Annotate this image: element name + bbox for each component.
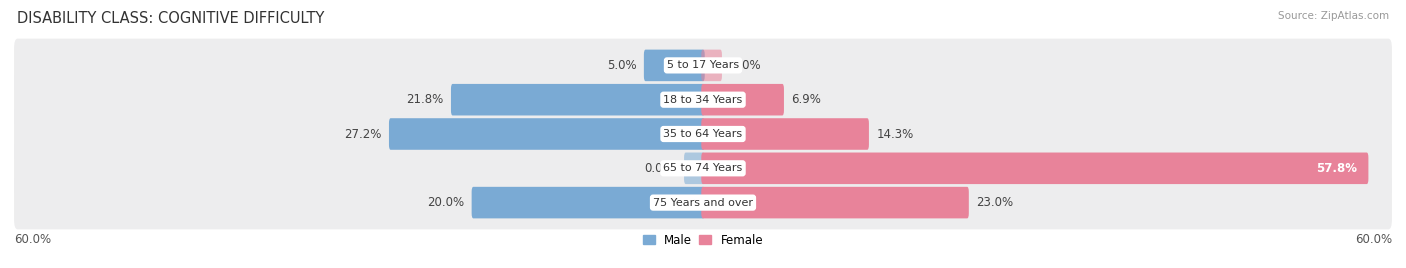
Text: 60.0%: 60.0% (14, 233, 51, 247)
FancyBboxPatch shape (389, 118, 704, 150)
Text: 60.0%: 60.0% (1355, 233, 1392, 247)
FancyBboxPatch shape (644, 50, 704, 81)
Text: 14.3%: 14.3% (876, 128, 914, 140)
FancyBboxPatch shape (702, 187, 969, 218)
Text: 18 to 34 Years: 18 to 34 Years (664, 95, 742, 105)
Text: Source: ZipAtlas.com: Source: ZipAtlas.com (1278, 11, 1389, 21)
Text: 6.9%: 6.9% (792, 93, 821, 106)
Text: 65 to 74 Years: 65 to 74 Years (664, 163, 742, 173)
Text: 5.0%: 5.0% (607, 59, 637, 72)
FancyBboxPatch shape (14, 176, 1392, 229)
FancyBboxPatch shape (702, 152, 1368, 184)
FancyBboxPatch shape (14, 39, 1392, 92)
Text: 0.0%: 0.0% (731, 59, 761, 72)
FancyBboxPatch shape (685, 152, 704, 184)
Text: 35 to 64 Years: 35 to 64 Years (664, 129, 742, 139)
Text: 75 Years and over: 75 Years and over (652, 198, 754, 208)
FancyBboxPatch shape (14, 142, 1392, 195)
Text: 5 to 17 Years: 5 to 17 Years (666, 60, 740, 70)
FancyBboxPatch shape (702, 84, 785, 116)
FancyBboxPatch shape (14, 107, 1392, 161)
Text: 20.0%: 20.0% (427, 196, 464, 209)
FancyBboxPatch shape (14, 73, 1392, 126)
Text: 23.0%: 23.0% (976, 196, 1014, 209)
Text: DISABILITY CLASS: COGNITIVE DIFFICULTY: DISABILITY CLASS: COGNITIVE DIFFICULTY (17, 11, 325, 26)
FancyBboxPatch shape (702, 118, 869, 150)
Text: 0.0%: 0.0% (645, 162, 675, 175)
FancyBboxPatch shape (702, 50, 721, 81)
FancyBboxPatch shape (471, 187, 704, 218)
Legend: Male, Female: Male, Female (638, 229, 768, 252)
Text: 57.8%: 57.8% (1316, 162, 1358, 175)
FancyBboxPatch shape (451, 84, 704, 116)
Text: 27.2%: 27.2% (344, 128, 381, 140)
Text: 21.8%: 21.8% (406, 93, 443, 106)
